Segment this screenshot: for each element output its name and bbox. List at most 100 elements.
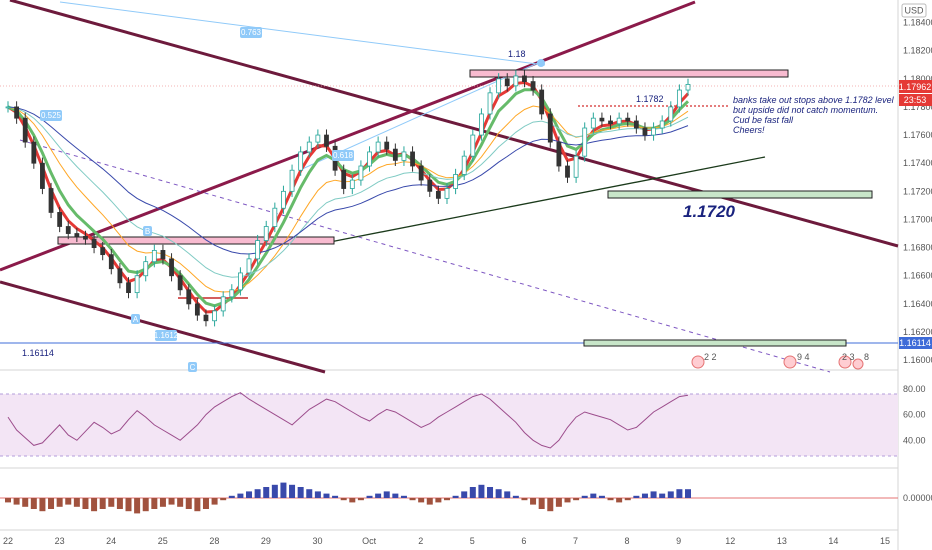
- annotations: 0.763 0.525 0.618 B A 1.1612 C 1.18 1.17…: [22, 27, 895, 372]
- macd-bar: [667, 491, 674, 498]
- candle: [255, 240, 261, 260]
- peak-marker: [537, 59, 545, 67]
- macd-bar: [134, 498, 141, 514]
- event-flag-icon[interactable]: [783, 355, 797, 369]
- candle: [324, 134, 329, 147]
- candle: [418, 165, 424, 181]
- candle: [668, 106, 674, 122]
- macd-bar: [228, 495, 235, 498]
- time-tick-label: 28: [209, 536, 219, 546]
- level-tag-text: 1.16114: [899, 338, 931, 348]
- candle: [375, 141, 381, 153]
- macd-bar: [116, 498, 123, 509]
- macd-bar: [5, 498, 11, 503]
- note-line-2: but upside did not catch momentum.: [733, 105, 878, 115]
- macd-bar: [22, 498, 29, 507]
- candle: [547, 113, 553, 143]
- candle: [203, 314, 209, 322]
- macd-bar: [452, 495, 459, 498]
- macd-bar: [246, 491, 253, 498]
- candle: [194, 303, 200, 316]
- candle: [392, 148, 398, 161]
- label-b: B: [145, 227, 150, 236]
- macd-bar: [108, 498, 115, 507]
- macd-bar: [504, 491, 511, 498]
- macd-bar: [418, 498, 425, 503]
- macd-bar: [332, 495, 339, 498]
- candle: [186, 289, 192, 305]
- candle: [91, 238, 97, 249]
- macd-bar: [435, 498, 442, 503]
- price-axis[interactable]: 1.18400 1.18200 1.18000 1.17800 1.17600 1.174…: [903, 18, 932, 366]
- time-tick-label: 6: [521, 536, 526, 546]
- macd-bar: [443, 498, 450, 501]
- event-flag-icon[interactable]: [852, 358, 864, 370]
- macd-bar: [607, 498, 614, 501]
- macd-bar: [177, 498, 184, 507]
- candle: [487, 92, 493, 115]
- candle: [599, 117, 605, 122]
- candle: [272, 207, 278, 227]
- candle: [341, 169, 347, 189]
- time-tick-label: Oct: [362, 536, 377, 546]
- macd-bar: [194, 498, 201, 512]
- label-a: A: [133, 315, 139, 324]
- event-markers[interactable]: 2 2 9 4 2 3 8: [691, 352, 869, 370]
- level-16114-label: 1.16114: [22, 348, 54, 358]
- chart-drawings: [0, 0, 899, 374]
- macd-bar: [469, 487, 476, 498]
- macd-bar: [487, 487, 494, 498]
- candle: [48, 188, 54, 213]
- low-tag: [155, 330, 177, 341]
- event-flag-icon[interactable]: [838, 355, 852, 369]
- macd-histogram: [0, 482, 898, 514]
- time-axis[interactable]: 22 23 24 25 28 29 30 Oct 2 5 6 7 8 9 12 13 14 15: [3, 536, 890, 546]
- macd-bar: [375, 493, 382, 498]
- price-tick-label: 1.17600: [903, 130, 932, 140]
- candle: [31, 141, 37, 164]
- macd-bar: [624, 498, 631, 501]
- time-tick-label: 8: [625, 536, 630, 546]
- macd-bar: [99, 498, 106, 509]
- time-tick-label: 23: [55, 536, 65, 546]
- macd-bar: [633, 495, 640, 498]
- level-tag: [899, 337, 932, 349]
- level-1782-label: 1.1782: [636, 94, 664, 104]
- candle: [229, 289, 235, 298]
- time-tick-label: 7: [573, 536, 578, 546]
- macd-bar: [676, 489, 683, 498]
- candle: [608, 120, 613, 125]
- macd-bar: [512, 495, 519, 498]
- macd-bar: [400, 495, 407, 498]
- support-zone-low: [583, 339, 847, 347]
- candle: [83, 235, 88, 240]
- candle: [298, 151, 304, 171]
- time-tick-label: 25: [158, 536, 168, 546]
- macd-bar: [461, 491, 468, 498]
- candle: [117, 268, 123, 284]
- macd-bar: [56, 498, 63, 507]
- event-flag-icon[interactable]: [691, 355, 705, 369]
- macd-axis: 0.00000: [903, 493, 932, 503]
- fib-mid-text: 0.618: [333, 151, 354, 160]
- candle: [410, 151, 415, 167]
- time-tick-label: 5: [470, 536, 475, 546]
- resistance-zone: [469, 69, 789, 78]
- peak-label: 1.18: [508, 49, 526, 59]
- price-tick-label: 1.17000: [903, 214, 932, 224]
- candle: [401, 151, 407, 161]
- macd-bar: [271, 484, 278, 498]
- candle: [625, 117, 631, 122]
- candle: [212, 310, 217, 322]
- low-text: 1.1612: [154, 331, 179, 340]
- price-tick-label: 1.17400: [903, 158, 932, 168]
- macd-bar: [297, 487, 304, 498]
- macd-bar: [159, 498, 166, 507]
- currency-badge[interactable]: [901, 3, 927, 18]
- fib-left-text: 0.525: [41, 111, 62, 120]
- candle: [676, 89, 682, 108]
- macd-bar: [13, 498, 20, 505]
- price-tick-label: 1.17800: [903, 102, 932, 112]
